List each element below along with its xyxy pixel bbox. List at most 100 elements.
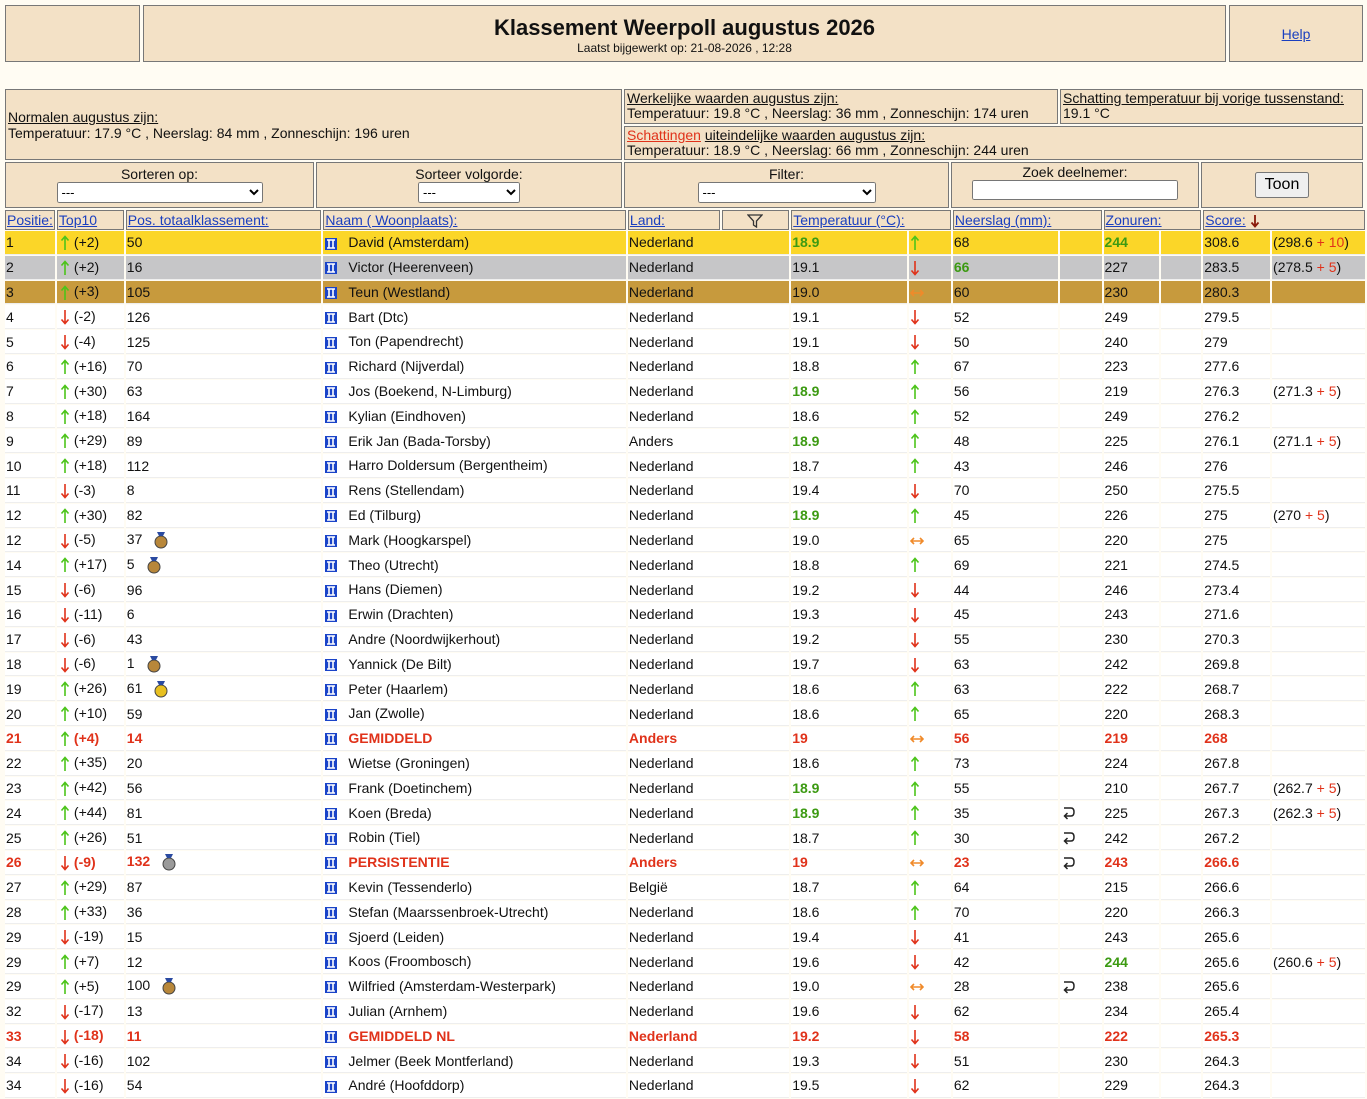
- temperature-trend: [910, 680, 924, 697]
- flag-icon: [324, 879, 338, 895]
- order-select[interactable]: ---: [418, 182, 520, 203]
- country: Nederland: [628, 953, 694, 970]
- filter-icon[interactable]: [746, 214, 764, 229]
- temperature: 18.6: [792, 755, 820, 772]
- name: Victor (Heerenveen): [348, 259, 474, 276]
- ranking-row: 18 (-6) 1 Yannick (De Bilt) Nederland 19.7 63 2…: [5, 652, 1365, 677]
- temperature: 19.7: [792, 655, 820, 672]
- updated: Laatst bijgewerkt op: 21-08-2026 , 12:28: [577, 41, 792, 55]
- temperature-trend: [910, 779, 924, 796]
- sun-cell: 230: [1103, 627, 1160, 652]
- country: Nederland: [628, 482, 694, 499]
- trend-arrow-svg: [60, 1004, 70, 1020]
- position-cell: 16: [5, 602, 55, 627]
- sort-select[interactable]: ---: [56, 182, 263, 203]
- sort-link[interactable]: Neerslag (mm):: [954, 212, 1052, 228]
- position-change: (+10): [73, 704, 107, 721]
- precipitation-cell: 65: [952, 702, 1058, 726]
- temperature-cell: 19.6: [791, 950, 907, 974]
- position: 7: [6, 383, 14, 400]
- bonus-cell: (298.6 + 10): [1272, 231, 1365, 255]
- temperature-trend-cell: [908, 776, 951, 801]
- trend-arrow-svg: [60, 235, 70, 251]
- country: Nederland: [628, 804, 694, 821]
- temperature-trend: [910, 829, 924, 846]
- precipitation-cell: 51: [952, 1049, 1058, 1074]
- country-cell: Nederland: [627, 1074, 790, 1098]
- precipitation: 51: [953, 1052, 970, 1069]
- ranking-row: 10 (+18) 112 Harro Doldersum (Bergentheim) N…: [5, 454, 1365, 478]
- temperature-trend: [910, 358, 924, 375]
- flag-icon: [324, 358, 338, 374]
- flag-icon-svg: [325, 981, 338, 994]
- sun-extra-cell: [1161, 255, 1202, 280]
- precipitation-cell: 23: [952, 850, 1058, 875]
- sun-extra-cell: [1161, 776, 1202, 801]
- bonus-base: (262.3: [1273, 804, 1313, 821]
- temperature-trend: [910, 606, 924, 623]
- change-cell: (+7): [56, 950, 124, 974]
- position-cell: 4: [5, 305, 55, 330]
- sort-link[interactable]: Score:: [1205, 211, 1246, 228]
- sort-link[interactable]: Naam ( Woonplaats):: [325, 212, 458, 228]
- sort-link[interactable]: Land:: [629, 212, 665, 228]
- trend-arrow: [60, 655, 70, 673]
- total-cell: 36: [125, 900, 322, 925]
- name-cell: Peter (Haarlem): [323, 677, 626, 702]
- sun-extra-cell: [1161, 751, 1202, 776]
- temperature-cell: 19.0: [791, 974, 907, 999]
- temperature-cell: 18.6: [791, 677, 907, 702]
- temperature-cell: 19.7: [791, 652, 907, 677]
- name-cell: GEMIDDELD: [323, 726, 626, 751]
- name: Yannick (De Bilt): [348, 655, 452, 672]
- sort-link[interactable]: Pos. totaalklassement:: [127, 212, 269, 228]
- trend-arrow-svg: [60, 433, 70, 449]
- sun-hours: 243: [1104, 928, 1128, 945]
- ranking-row: 34 (-16) 102 Jelmer (Beek Montferland) Neder…: [5, 1049, 1365, 1074]
- temperature-cell: 18.6: [791, 702, 907, 726]
- temperature: 18.8: [792, 556, 820, 573]
- ranking-row: 27 (+29) 87 Kevin (Tessenderlo) België 18.7 64…: [5, 875, 1365, 900]
- temperature-cell: 18.9: [791, 776, 907, 801]
- precipitation: 45: [953, 606, 970, 623]
- position-change: (+5): [73, 977, 100, 994]
- total-cell: 96: [125, 578, 322, 602]
- trend-arrow-svg: [60, 780, 70, 796]
- flag-icon-svg: [325, 311, 338, 324]
- prev: 19.1 °C: [1063, 105, 1110, 121]
- trend-arrow: [60, 631, 70, 648]
- change-cell: (-18): [56, 1024, 124, 1049]
- bonus-cell: [1272, 280, 1365, 305]
- temperature-trend-cell: [908, 925, 951, 950]
- toon-button[interactable]: Toon: [1254, 172, 1310, 198]
- total-position: 89: [126, 432, 143, 449]
- name-cell: Teun (Westland): [323, 280, 626, 305]
- prev-box: Schatting temperatuur bij vorige tussens…: [1060, 89, 1363, 124]
- return-cell: [1059, 900, 1102, 925]
- precipitation: 70: [953, 903, 970, 920]
- flag-icon-svg: [325, 237, 338, 250]
- bonus-close: ): [1336, 779, 1342, 796]
- filter-select[interactable]: ---: [697, 182, 876, 203]
- change-cell: (+17): [56, 553, 124, 578]
- search-input[interactable]: [972, 180, 1178, 200]
- precipitation: 43: [953, 457, 970, 474]
- temperature-cell: 19.5: [791, 1074, 907, 1098]
- flag-icon-svg: [325, 857, 338, 870]
- return-cell: [1059, 330, 1102, 354]
- ranking-row: 29 (-19) 15 Sjoerd (Leiden) Nederland 19.4 41 2…: [5, 925, 1365, 950]
- help-link[interactable]: Help: [1281, 26, 1311, 42]
- temperature-trend-svg: [910, 359, 920, 375]
- sun-extra-cell: [1161, 602, 1202, 627]
- sort-link[interactable]: Top10: [58, 212, 98, 228]
- temperature-trend: [910, 655, 924, 673]
- sort-link[interactable]: Positie:: [7, 212, 53, 228]
- estimate-link[interactable]: Schattingen: [627, 127, 701, 143]
- score-cell: 266.3: [1203, 900, 1271, 925]
- sort-link[interactable]: Zonuren:: [1105, 212, 1162, 228]
- position: 24: [6, 804, 22, 821]
- temperature: 19.3: [792, 606, 820, 623]
- sort-link[interactable]: Temperatuur (°C):: [793, 212, 905, 228]
- position-cell: 9: [5, 429, 55, 454]
- name-cell: Hans (Diemen): [323, 578, 626, 602]
